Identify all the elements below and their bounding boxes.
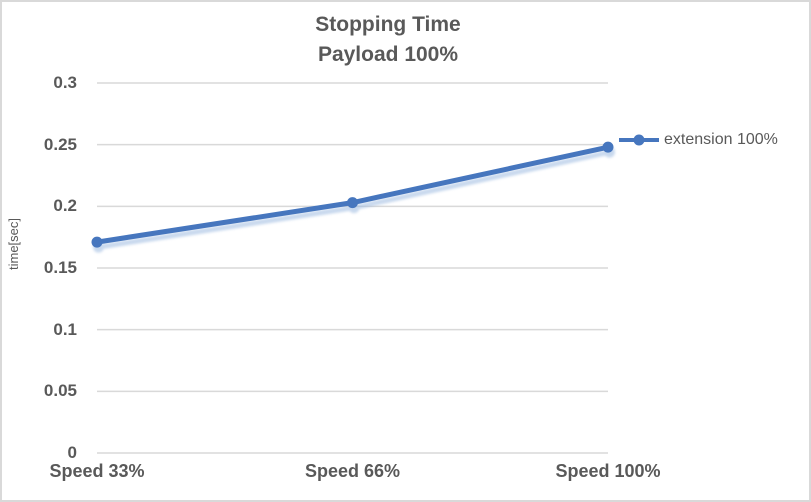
data-point-marker [602,141,614,153]
legend-line-marker-icon [619,134,659,145]
legend-series-label: extension 100% [664,130,778,148]
data-point-marker [91,236,103,248]
x-axis-label: Speed 100% [555,461,661,481]
y-tick-label: 0.05 [43,381,77,401]
y-tick-label: 0.15 [43,258,77,277]
series-line [94,144,611,245]
y-tick-label: 0 [67,443,77,462]
chart-title-line2: Payload 100% [317,43,459,66]
y-tick-label: 0.3 [53,73,77,92]
y-tick-label: 0.25 [43,134,77,154]
x-axis-label: Speed 66% [304,461,401,481]
x-axis-label: Speed 33% [49,461,145,481]
y-tick-label: 0.2 [53,196,77,216]
chart-title: Stopping Time Payload 100% [315,10,460,70]
chart-title-line1: Stopping Time [315,13,461,36]
legend: extension 100% [617,127,778,152]
y-tick-label: 0.1 [53,319,77,339]
data-point-marker [347,197,358,209]
